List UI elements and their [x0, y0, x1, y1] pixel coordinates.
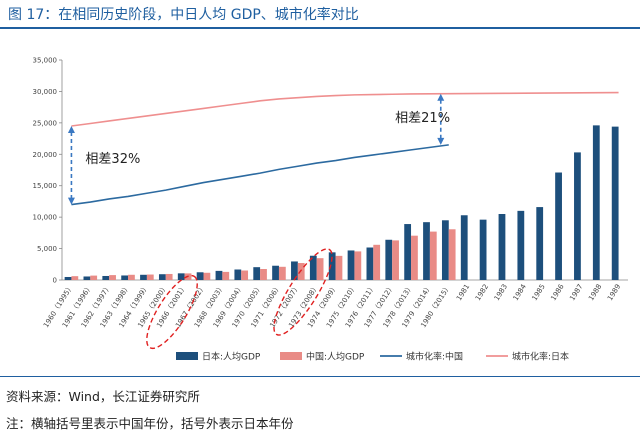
gap-arrow-start: [67, 126, 75, 205]
legend-item: 中国:人均GDP: [280, 351, 365, 363]
annotation-arrow-head: [67, 197, 75, 205]
bar-china-gdp: [411, 235, 418, 280]
bar-japan-gdp: [309, 255, 317, 280]
footer-divider: [0, 376, 640, 377]
bar-china-gdp: [90, 275, 98, 280]
highlight-ellipse: [146, 274, 198, 350]
bar-china-gdp: [260, 269, 267, 280]
annotation-gap-21: 相差21%: [395, 111, 450, 126]
bar-japan-gdp: [83, 276, 91, 280]
bar-japan-gdp: [460, 215, 468, 280]
highlight-ellipse: [273, 248, 333, 336]
bar-japan-gdp: [102, 275, 110, 280]
bar-japan-gdp: [498, 214, 506, 280]
bar-japan-gdp: [215, 270, 223, 280]
annotation-arrow-head: [437, 137, 445, 145]
bar-china-gdp: [71, 276, 79, 280]
bar-japan-gdp: [574, 152, 581, 280]
gap-arrow-end: [437, 93, 445, 145]
y-tick-label: 10,000: [33, 214, 58, 222]
bar-china-gdp: [278, 266, 286, 280]
bar-china-gdp: [316, 258, 324, 280]
x-tick-label: 1981: [455, 283, 471, 302]
bar-china-gdp: [448, 229, 456, 280]
x-tick-label: 1989: [606, 283, 622, 302]
annotation-gap-32: 相差32%: [85, 152, 140, 167]
bar-china-gdp: [146, 274, 154, 280]
x-tick-label: 1986: [549, 282, 566, 302]
legend-label: 中国:人均GDP: [306, 351, 365, 363]
bar-china-gdp: [392, 240, 399, 280]
bar-japan-gdp: [253, 267, 261, 280]
bar-japan-gdp: [517, 210, 525, 280]
bar-japan-gdp: [272, 265, 279, 280]
bar-japan-gdp: [347, 250, 355, 280]
bar-japan-gdp: [611, 126, 619, 280]
bar-japan-gdp: [441, 220, 449, 280]
legend-item: 城市化率:日本: [486, 351, 569, 363]
bar-china-gdp: [109, 275, 116, 280]
axis-note: 注：横轴括号里表示中国年份，括号外表示日本年份: [6, 416, 294, 431]
x-tick-label: 1988: [587, 283, 603, 302]
bar-china-gdp: [165, 273, 173, 280]
x-tick-label: 1984: [512, 282, 529, 302]
x-tick-label: 1987: [568, 283, 584, 302]
legend-item: 日本:人均GDP: [176, 351, 261, 363]
y-tick-label: 35,000: [33, 57, 58, 65]
bar-japan-gdp: [196, 272, 204, 280]
bar-japan-gdp: [536, 207, 544, 280]
legend-swatch: [176, 352, 198, 360]
bar-japan-gdp: [140, 274, 147, 280]
bar-japan-gdp: [404, 224, 412, 280]
y-tick-label: 25,000: [33, 119, 58, 127]
chart: 0 5,000 10,000 15,000 20,000 25,000 30,000 35,0…: [33, 57, 628, 363]
line-china-urbanization: [71, 144, 449, 206]
legend-item: 城市化率:中国: [380, 351, 463, 363]
bar-japan-gdp: [64, 276, 72, 280]
legend-swatch: [280, 352, 302, 360]
bar-japan-gdp: [177, 273, 185, 280]
y-tick-label: 15,000: [33, 182, 58, 190]
x-tick-label: 1982: [474, 283, 490, 302]
title-divider: [0, 27, 640, 29]
x-tick-label: 1985: [531, 283, 547, 302]
legend-label: 城市化率:中国: [406, 351, 463, 363]
legend-label: 日本:人均GDP: [202, 351, 261, 363]
bar-china-gdp: [241, 270, 249, 280]
y-tick-label: 20,000: [33, 151, 58, 159]
annotation-arrow-head: [67, 126, 75, 133]
bar-japan-gdp: [479, 219, 487, 280]
bar-japan-gdp: [121, 275, 129, 280]
y-tick-label: 0: [53, 277, 57, 285]
bar-china-gdp: [335, 255, 343, 280]
bar-china-gdp: [222, 271, 230, 280]
annotation-arrow-head: [437, 93, 445, 101]
line-japan-urbanization: [71, 91, 619, 127]
bar-japan-gdp: [555, 172, 562, 280]
bar-japan-gdp: [423, 222, 430, 280]
bar-japan-gdp: [366, 247, 374, 280]
bar-china-gdp: [354, 251, 362, 280]
source-note: 资料来源：Wind，长江证券研究所: [6, 389, 200, 404]
bar-japan-gdp: [291, 261, 298, 280]
bar-japan-gdp: [592, 125, 600, 280]
y-tick-label: 5,000: [37, 245, 57, 253]
bar-china-gdp: [128, 274, 135, 280]
bar-japan-gdp: [234, 269, 242, 280]
bar-china-gdp: [297, 263, 305, 280]
bar-china-gdp: [203, 272, 211, 280]
chart-title: 图 17：在相同历史阶段，中日人均 GDP、城市化率对比: [8, 7, 359, 23]
bar-china-gdp: [373, 244, 381, 280]
y-tick-label: 30,000: [33, 88, 58, 96]
bar-china-gdp: [429, 231, 437, 280]
bar-japan-gdp: [158, 274, 166, 280]
x-tick-label: 1983: [493, 283, 509, 302]
bar-japan-gdp: [385, 239, 393, 280]
bar-japan-gdp: [328, 252, 336, 280]
legend-label: 城市化率:日本: [512, 351, 569, 363]
